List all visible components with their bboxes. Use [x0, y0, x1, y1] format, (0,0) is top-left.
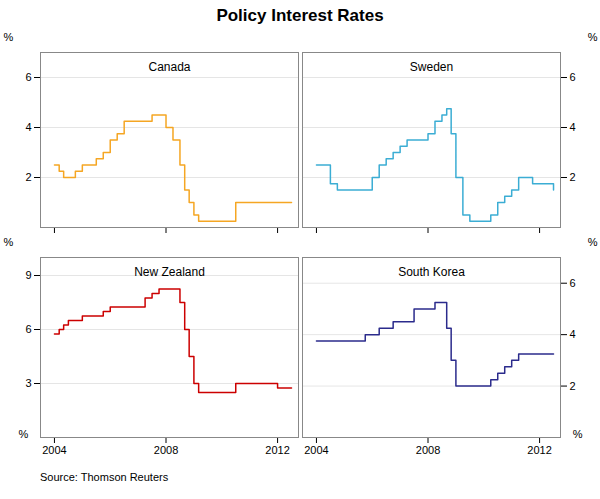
svg-text:2012: 2012 [527, 444, 551, 456]
svg-text:6: 6 [25, 323, 31, 335]
svg-text:Sweden: Sweden [410, 60, 453, 74]
svg-text:2008: 2008 [416, 444, 440, 456]
svg-text:New Zealand: New Zealand [134, 265, 205, 279]
svg-text:6: 6 [570, 71, 576, 83]
svg-text:2012: 2012 [265, 444, 289, 456]
svg-text:South Korea: South Korea [398, 265, 465, 279]
svg-text:2004: 2004 [304, 444, 328, 456]
svg-text:2: 2 [570, 171, 576, 183]
html-text:Policy Interest Rates: Policy Interest Rates [216, 6, 384, 25]
svg-text:%: % [4, 236, 14, 248]
svg-text:%: % [573, 428, 583, 440]
svg-text:Canada: Canada [148, 60, 190, 74]
svg-text:%: % [588, 31, 598, 43]
svg-text:3: 3 [25, 377, 31, 389]
svg-text:2004: 2004 [42, 444, 66, 456]
svg-text:4: 4 [570, 121, 576, 133]
svg-text:2: 2 [570, 380, 576, 392]
html-text:Source: Thomson Reuters: Source: Thomson Reuters [40, 471, 169, 483]
svg-text:6: 6 [25, 71, 31, 83]
svg-text:2: 2 [25, 171, 31, 183]
svg-text:4: 4 [25, 121, 31, 133]
svg-text:%: % [19, 428, 29, 440]
svg-text:%: % [4, 31, 14, 43]
svg-text:4: 4 [570, 328, 576, 340]
svg-text:6: 6 [570, 277, 576, 289]
svg-text:9: 9 [25, 269, 31, 281]
svg-text:2008: 2008 [154, 444, 178, 456]
svg-text:%: % [588, 236, 598, 248]
